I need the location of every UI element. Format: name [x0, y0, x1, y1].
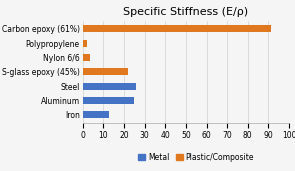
Title: Specific Stiffness (E/ρ): Specific Stiffness (E/ρ): [123, 7, 248, 17]
Bar: [83, 83, 136, 90]
Legend: Metal, Plastic/Composite: Metal, Plastic/Composite: [135, 149, 257, 165]
Bar: [83, 68, 128, 75]
Bar: [83, 54, 90, 61]
Bar: [83, 25, 271, 32]
Bar: [83, 111, 109, 119]
Bar: [83, 97, 134, 104]
Bar: [83, 40, 87, 47]
